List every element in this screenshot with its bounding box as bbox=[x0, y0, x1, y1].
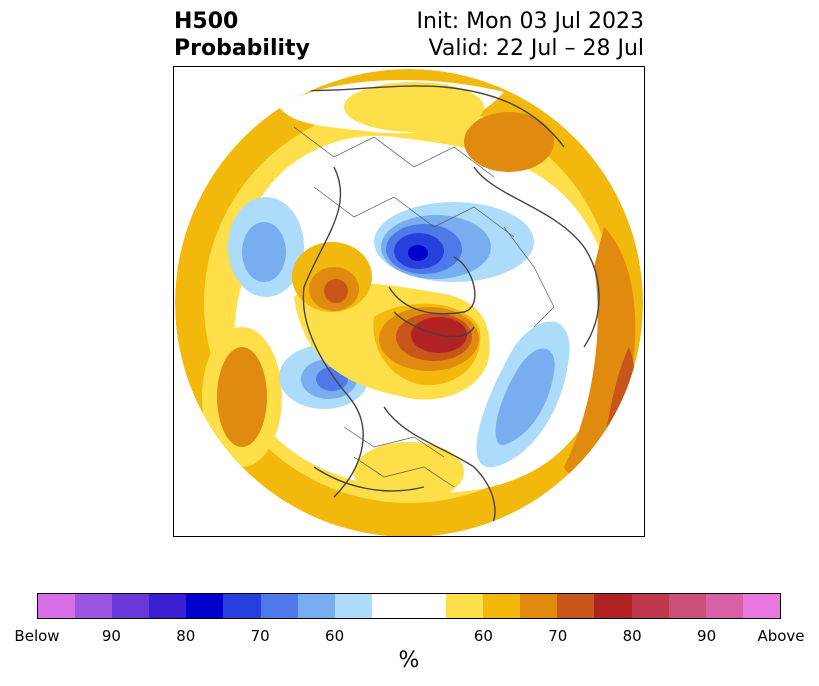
colorbar-ticks: Below 90 80 70 60 60 70 80 90 Above bbox=[0, 627, 819, 647]
colorbar-segment bbox=[334, 594, 372, 618]
colorbar-segment bbox=[557, 594, 595, 618]
coastlines bbox=[268, 85, 600, 536]
colorbar-tick-label: 60 bbox=[325, 627, 345, 645]
colorbar-tick-label: 90 bbox=[697, 627, 717, 645]
colorbar-segment bbox=[483, 594, 521, 618]
colorbar-segment bbox=[446, 594, 484, 618]
colorbar-segment bbox=[75, 594, 113, 618]
colorbar-segment bbox=[668, 594, 706, 618]
colorbar-segment bbox=[631, 594, 669, 618]
title-variable: H500 bbox=[174, 9, 239, 34]
colorbar-tick-label: 80 bbox=[176, 627, 196, 645]
map-title: H500 Probability bbox=[174, 8, 310, 62]
colorbar-segment bbox=[297, 594, 335, 618]
prob-area bbox=[354, 442, 464, 502]
prob-area bbox=[217, 347, 267, 447]
colorbar-tick-label: 60 bbox=[473, 627, 493, 645]
colorbar-tick-label: 80 bbox=[622, 627, 642, 645]
colorbar-tick-label: Above bbox=[757, 627, 805, 645]
probability-map-svg bbox=[175, 69, 643, 536]
prob-area bbox=[464, 112, 554, 172]
prob-area bbox=[242, 222, 286, 282]
prob-area bbox=[495, 348, 555, 446]
prob-area bbox=[408, 245, 428, 261]
prob-area bbox=[324, 279, 348, 303]
colorbar-segment bbox=[186, 594, 224, 618]
valid-range: Valid: 22 Jul – 28 Jul bbox=[428, 36, 644, 61]
map-dates: Init: Mon 03 Jul 2023 Valid: 22 Jul – 28… bbox=[417, 8, 644, 62]
colorbar-segment bbox=[223, 594, 261, 618]
colorbar-segment bbox=[38, 594, 76, 618]
colorbar-unit: % bbox=[398, 648, 420, 673]
colorbar-segment bbox=[594, 594, 632, 618]
colorbar-tick-label: 70 bbox=[250, 627, 270, 645]
colorbar-segment bbox=[371, 594, 447, 618]
colorbar-tick-label: 90 bbox=[101, 627, 121, 645]
colorbar-segment bbox=[742, 594, 780, 618]
polar-map bbox=[173, 66, 645, 537]
prob-area bbox=[344, 82, 484, 132]
borders bbox=[293, 126, 555, 488]
colorbar-tick-label: 70 bbox=[548, 627, 568, 645]
probability-colorbar bbox=[37, 593, 781, 619]
colorbar-segment bbox=[149, 594, 187, 618]
colorbar-segment bbox=[112, 594, 150, 618]
init-date: Init: Mon 03 Jul 2023 bbox=[416, 9, 644, 34]
colorbar-segment bbox=[520, 594, 558, 618]
colorbar-segment bbox=[260, 594, 298, 618]
title-product: Probability bbox=[174, 36, 310, 61]
colorbar-segment bbox=[705, 594, 743, 618]
colorbar-tick-label: Below bbox=[14, 627, 60, 645]
